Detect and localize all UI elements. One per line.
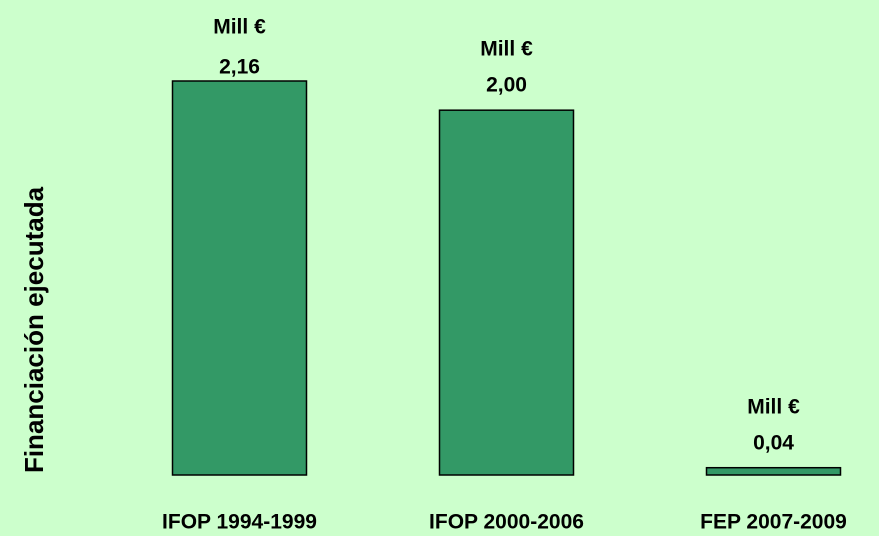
bar [705, 466, 842, 476]
y-axis-label: Financiación ejecutada [19, 186, 49, 473]
data-label: 2,16 [219, 56, 260, 79]
x-tick-label: FEP 2007-2009 [700, 511, 847, 534]
data-label: 2,00 [486, 74, 527, 97]
data-label-unit: Mill € [213, 16, 266, 39]
x-tick-label: IFOP 2000-2006 [429, 511, 584, 534]
data-label: 0,04 [753, 431, 794, 454]
bar [171, 80, 308, 476]
bar [438, 109, 575, 476]
data-label-unit: Mill € [480, 38, 533, 61]
x-tick-label: IFOP 1994-1999 [162, 511, 317, 534]
data-label-unit: Mill € [747, 395, 800, 418]
